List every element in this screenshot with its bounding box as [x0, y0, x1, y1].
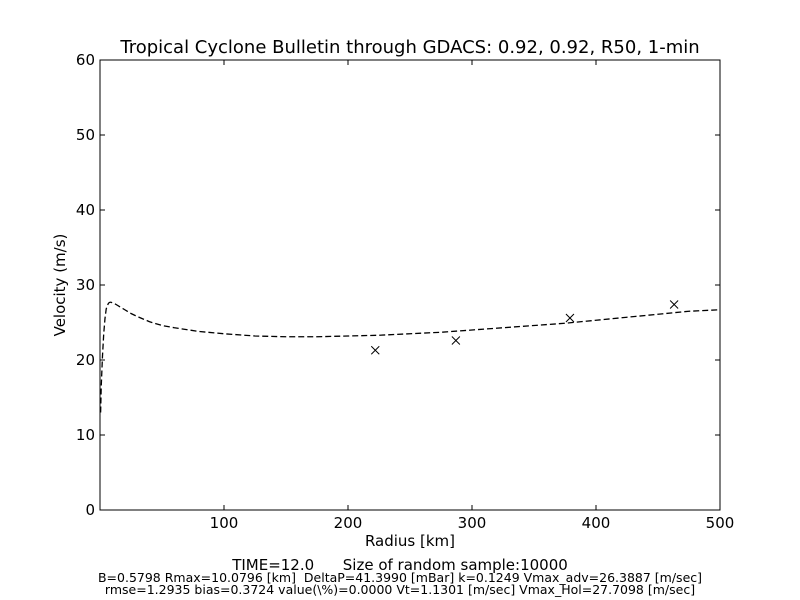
- y-tick-label: 30: [76, 276, 95, 294]
- x-marker-stroke: [669, 300, 679, 309]
- x-tick-label: 500: [706, 514, 735, 532]
- x-marker-stroke: [451, 336, 461, 345]
- x-tick-label: 300: [458, 514, 487, 532]
- y-axis-label: Velocity (m/s): [51, 234, 69, 337]
- y-tick-label: 0: [85, 501, 95, 519]
- series-1-point: [451, 336, 461, 345]
- x-marker-stroke: [565, 313, 575, 323]
- x-axis-label: Radius [km]: [365, 532, 455, 550]
- series-markers: [370, 300, 679, 355]
- series-1-point: [370, 345, 380, 355]
- x-marker-stroke: [370, 345, 380, 355]
- y-tick-label: 50: [76, 126, 95, 144]
- y-tick-label: 20: [76, 351, 95, 369]
- series-1-point: [669, 300, 679, 309]
- series-lines: [99, 301, 721, 413]
- footer-stats-line: rmse=1.2935 bias=0.3724 value(\%)=0.0000…: [105, 582, 695, 597]
- plot-frame: [99, 59, 721, 511]
- x-tick-label: 100: [210, 514, 239, 532]
- axis-ticks: 100 200 300 400 500 0 10 20 30 40 50 60: [76, 51, 734, 532]
- chart-title: Tropical Cyclone Bulletin through GDACS:…: [119, 37, 699, 58]
- y-tick-label: 10: [76, 426, 95, 444]
- series-0-line: [99, 301, 721, 413]
- x-tick-label: 200: [334, 514, 363, 532]
- footer-params-line: B=0.5798 Rmax=10.0796 [km] DeltaP=41.399…: [98, 570, 702, 585]
- series-1-point: [565, 313, 575, 323]
- footer-time-line: TIME=12.0 Size of random sample:10000: [231, 556, 568, 574]
- y-tick-label: 40: [76, 201, 95, 219]
- y-tick-label: 60: [76, 51, 95, 69]
- x-tick-label: 400: [582, 514, 611, 532]
